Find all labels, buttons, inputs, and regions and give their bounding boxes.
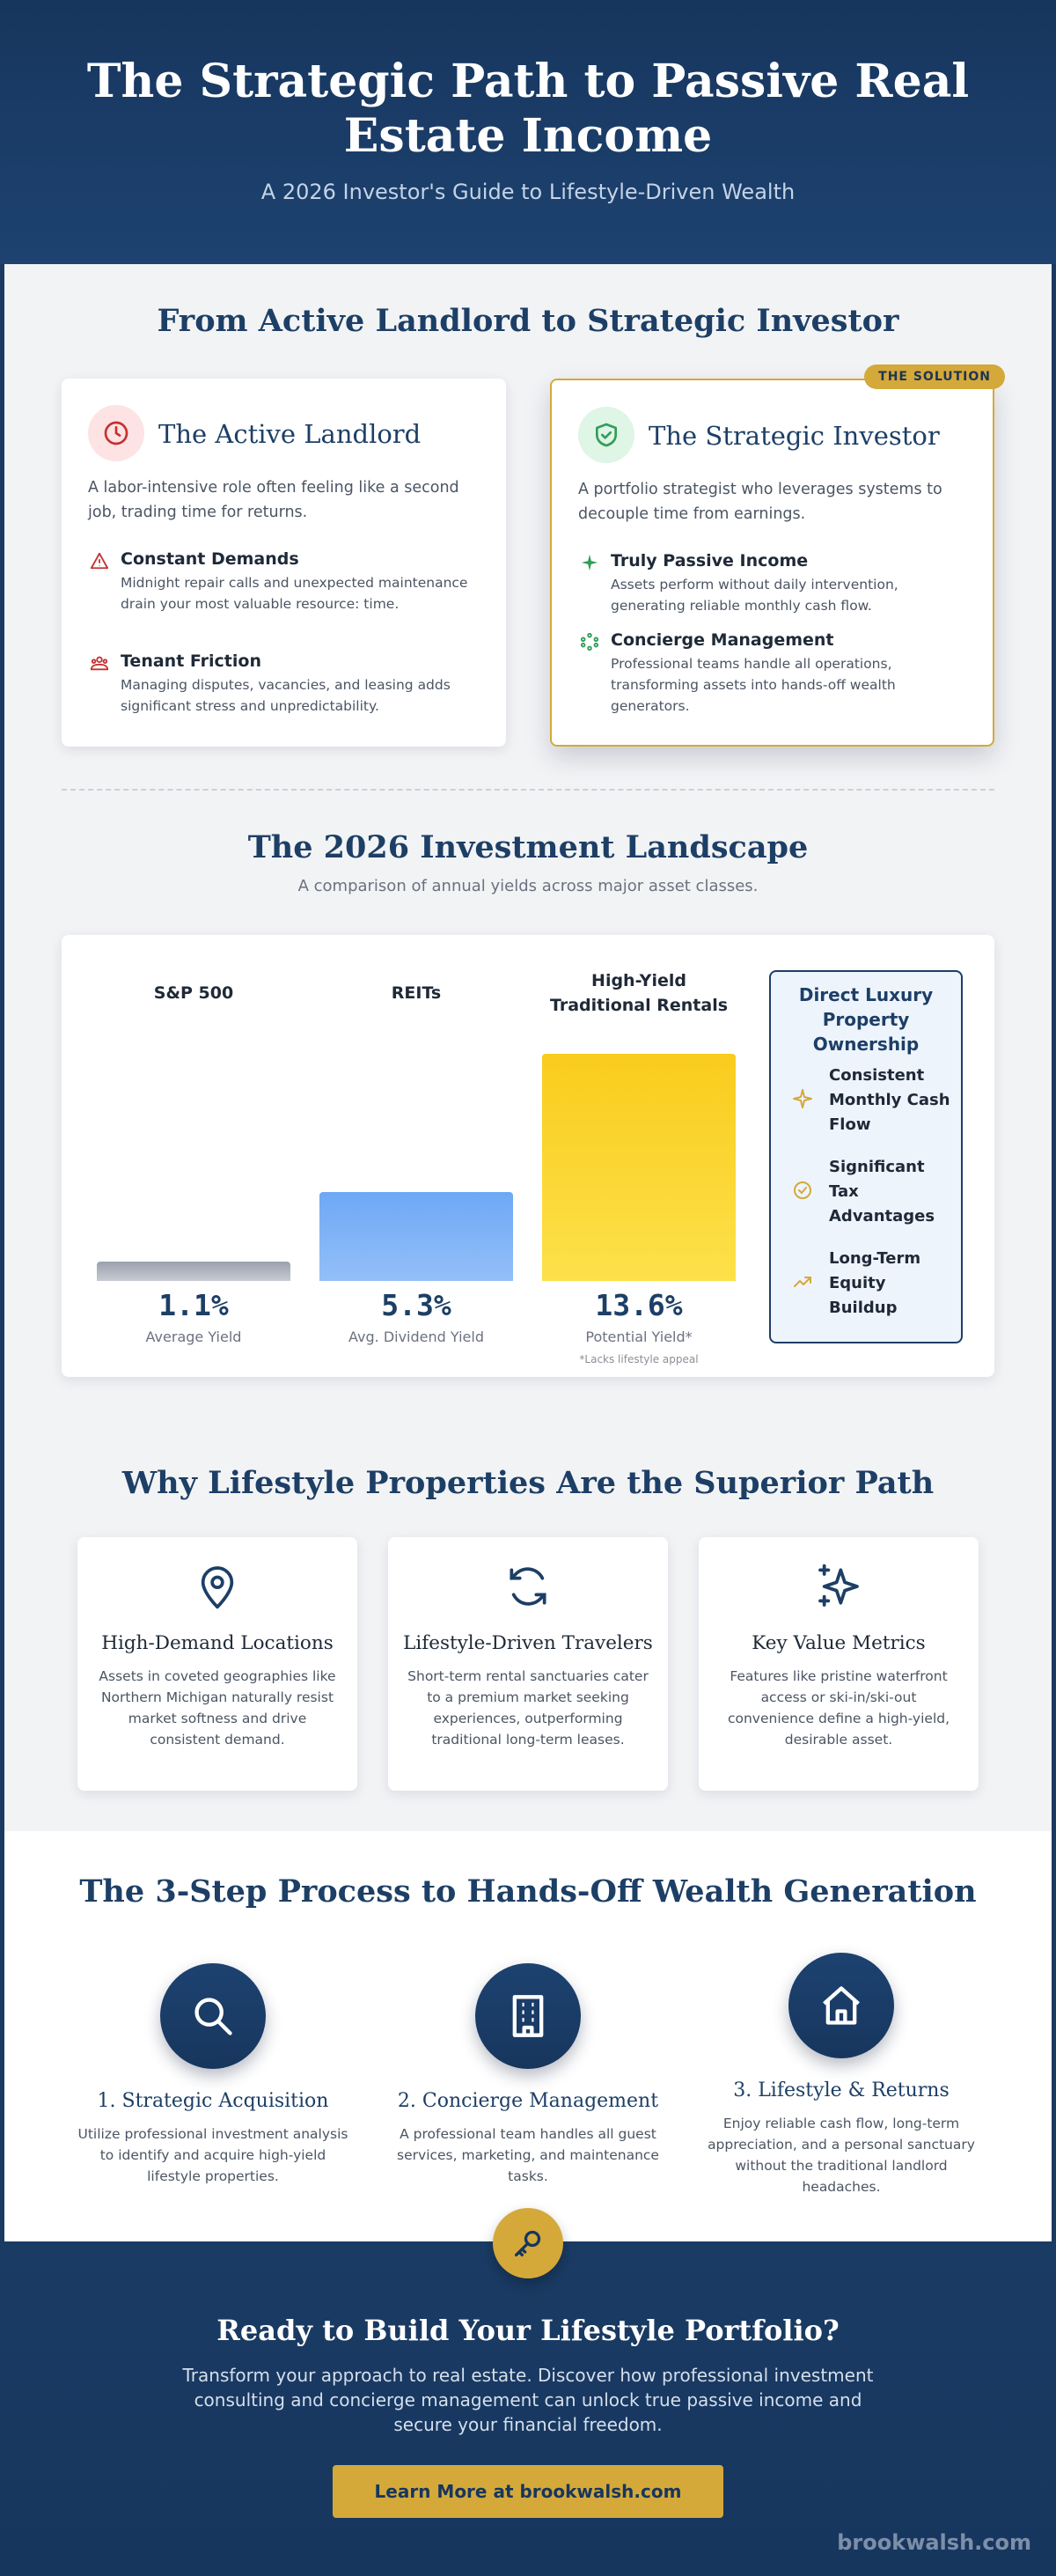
- bar-category-label: REITs: [391, 983, 442, 1003]
- home-icon: [788, 1953, 894, 2058]
- main-content: From Active Landlord to Strategic Invest…: [4, 264, 1052, 1831]
- why-card-travelers: Lifestyle-Driven Travelers Short-term re…: [388, 1537, 668, 1791]
- check-circle-icon: [792, 1180, 813, 1204]
- active-landlord-title: The Active Landlord: [158, 419, 422, 449]
- process-section: The 3-Step Process to Hands-Off Wealth G…: [4, 1831, 1052, 2241]
- hero-banner: The Strategic Path to Passive Real Estat…: [0, 0, 1056, 264]
- luxury-benefit-cash-flow: Consistent Monthly Cash Flow: [829, 1066, 950, 1134]
- tenant-friction-desc: Managing disputes, vacancies, and leasin…: [121, 677, 451, 714]
- trending-up-icon: [792, 1271, 813, 1296]
- why-card-title: Lifestyle-Driven Travelers: [403, 1632, 653, 1654]
- luxury-benefit-equity: Long-Term Equity Buildup: [829, 1249, 921, 1317]
- building-icon: [475, 1963, 581, 2069]
- bar-caption: Average Yield: [145, 1328, 242, 1345]
- cta-section: Ready to Build Your Lifestyle Portfolio?…: [0, 2241, 1056, 2576]
- clock-icon: [88, 405, 144, 461]
- network-icon: [580, 632, 599, 655]
- warning-icon: [90, 551, 109, 574]
- step-desc: A professional team handles all guest se…: [397, 2126, 659, 2184]
- cta-title: Ready to Build Your Lifestyle Portfolio?: [216, 2314, 840, 2347]
- step-desc: Utilize professional investment analysis…: [77, 2126, 348, 2184]
- bar: [319, 1192, 513, 1281]
- step-title: 1. Strategic Acquisition: [97, 2090, 329, 2112]
- landscape-section-subtitle: A comparison of annual yields across maj…: [297, 877, 759, 895]
- bar-value-label: 1.1%: [158, 1288, 229, 1322]
- footer-brand: brookwalsh.com: [837, 2530, 1031, 2555]
- luxury-benefit-tax: Significant Tax Advantages: [829, 1158, 935, 1225]
- concierge-mgmt-title: Concierge Management: [611, 630, 834, 650]
- luxury-ownership-box: Direct Luxury Property Ownership Consist…: [769, 970, 963, 1343]
- cta-description: Transform your approach to real estate. …: [182, 2365, 874, 2435]
- step-title: 2. Concierge Management: [397, 2090, 659, 2112]
- passive-income-desc: Assets perform without daily interventio…: [611, 577, 898, 614]
- step-desc: Enjoy reliable cash flow, long-term appr…: [708, 2116, 975, 2195]
- page-title: The Strategic Path to Passive Real Estat…: [86, 55, 970, 163]
- refresh-icon: [503, 1562, 553, 1615]
- sparkle-icon: [580, 553, 599, 576]
- tenant-friction-title: Tenant Friction: [121, 651, 261, 671]
- search-icon: [160, 1963, 266, 2069]
- bar-value-label: 5.3%: [381, 1288, 451, 1322]
- bar: [97, 1262, 290, 1281]
- why-card-title: High-Demand Locations: [101, 1632, 334, 1654]
- strategic-investor-desc: A portfolio strategist who leverages sys…: [578, 481, 942, 523]
- bar-category-label: High-Yield Traditional Rentals: [549, 971, 729, 1015]
- learn-more-button[interactable]: Learn More at brookwalsh.com: [333, 2465, 723, 2518]
- bar-caption: Avg. Dividend Yield: [348, 1328, 484, 1345]
- yield-chart: S&P 500 1.1% Average Yield REITs 5.3% Avg. Di…: [62, 935, 994, 1377]
- solution-badge: THE SOLUTION: [864, 364, 1005, 389]
- constant-demands-title: Constant Demands: [121, 549, 299, 569]
- key-icon: [493, 2208, 563, 2278]
- why-card-desc: Assets in coveted geographies like North…: [99, 1668, 336, 1748]
- step-title: 3. Lifestyle & Returns: [733, 2079, 950, 2101]
- sparkle-icon: [792, 1088, 813, 1113]
- why-card-locations: High-Demand Locations Assets in coveted …: [77, 1537, 357, 1791]
- why-card-desc: Features like pristine waterfront access…: [727, 1668, 950, 1748]
- passive-income-title: Truly Passive Income: [611, 551, 809, 570]
- constant-demands-desc: Midnight repair calls and unexpected mai…: [121, 575, 468, 612]
- why-card-title: Key Value Metrics: [752, 1632, 926, 1654]
- group-icon: [90, 653, 109, 676]
- luxury-ownership-title: Direct Luxury Property Ownership: [798, 984, 934, 1055]
- why-card-metrics: Key Value Metrics Features like pristine…: [699, 1537, 979, 1791]
- bar-category-label: S&P 500: [153, 983, 234, 1003]
- compare-section-title: From Active Landlord to Strategic Invest…: [157, 303, 899, 339]
- map-pin-icon: [193, 1562, 242, 1615]
- sparkles-icon: [814, 1562, 863, 1615]
- strategic-investor-card: THE SOLUTION The Strategic Investor A po…: [550, 364, 1005, 747]
- active-landlord-card: The Active Landlord A labor-intensive ro…: [62, 379, 506, 747]
- landscape-section-title: The 2026 Investment Landscape: [247, 829, 809, 865]
- bar: [542, 1054, 736, 1281]
- strategic-investor-title: The Strategic Investor: [649, 421, 940, 451]
- page-subtitle: A 2026 Investor's Guide to Lifestyle-Dri…: [260, 180, 796, 204]
- bar-caption: Potential Yield*: [585, 1328, 693, 1345]
- process-section-title: The 3-Step Process to Hands-Off Wealth G…: [79, 1873, 977, 1910]
- concierge-mgmt-desc: Professional teams handle all operations…: [611, 656, 896, 714]
- active-landlord-desc: A labor-intensive role often feeling lik…: [88, 479, 459, 521]
- shield-check-icon: [578, 407, 634, 463]
- bar-footnote: *Lacks lifestyle appeal: [579, 1353, 699, 1365]
- why-section-title: Why Lifestyle Properties Are the Superio…: [121, 1465, 935, 1501]
- section-divider: [62, 789, 994, 791]
- why-card-desc: Short-term rental sanctuaries cater to a…: [407, 1668, 649, 1748]
- bar-value-label: 13.6%: [595, 1288, 683, 1322]
